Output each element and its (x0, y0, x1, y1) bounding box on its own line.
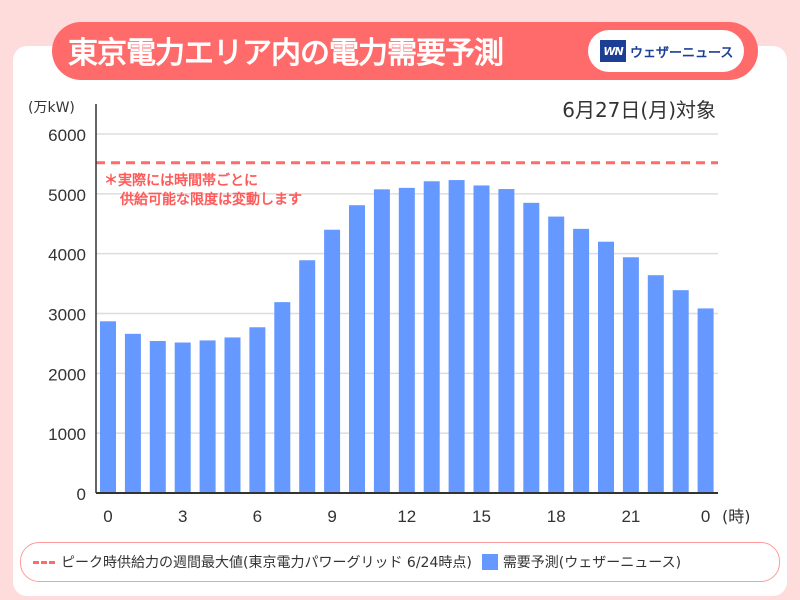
y-tick-label: 2000 (48, 365, 86, 384)
legend-demand-label: 需要予測(ウェザーニュース) (502, 555, 682, 571)
legend-bar-swatch-icon (481, 554, 498, 570)
x-tick-label: 0 (103, 507, 112, 526)
bar (199, 340, 216, 493)
bar (299, 260, 316, 493)
y-tick-label: 1000 (48, 425, 86, 444)
x-tick-label: 18 (547, 507, 566, 526)
y-axis-unit: (万kW) (28, 100, 75, 116)
bar (274, 302, 291, 493)
x-tick-label: 3 (178, 507, 187, 526)
x-axis-unit: (時) (722, 507, 751, 526)
bar (249, 327, 266, 493)
legend: ピーク時供給力の週間最大値(東京電力パワーグリッド 6/24時点) 需要予測(ウ… (20, 542, 780, 582)
bar (100, 321, 116, 493)
y-tick-label: 3000 (48, 306, 86, 325)
weathernews-logo: WN ウェザーニュース (588, 30, 744, 72)
bar (423, 181, 440, 494)
bar (697, 308, 714, 493)
x-tick-label: 15 (472, 507, 491, 526)
bar (622, 257, 639, 493)
bar (598, 241, 614, 493)
y-tick-label: 0 (77, 485, 86, 504)
bar (324, 229, 341, 493)
date-label: 6月27日(月)対象 (562, 98, 716, 122)
bar (523, 202, 540, 493)
y-tick-label: 5000 (48, 186, 86, 205)
y-tick-label: 6000 (48, 126, 86, 145)
x-tick-label: 9 (327, 507, 336, 526)
bar (672, 290, 689, 493)
note-line-2: 供給可能な限度は変動します (120, 192, 302, 208)
legend-dashed-line-icon (33, 560, 55, 564)
bar (548, 216, 565, 493)
x-tick-label: 21 (621, 507, 640, 526)
supply-note: ＊実際には時間帯ごとに 供給可能な限度は変動します (104, 172, 302, 210)
bar (149, 341, 166, 493)
bar (174, 342, 191, 493)
logo-text: ウェザーニュース (630, 45, 734, 61)
logo-mark-icon: WN (600, 40, 626, 62)
bar (124, 333, 141, 493)
page-title: 東京電力エリア内の電力需要予測 (68, 36, 504, 71)
y-tick-label: 4000 (48, 246, 86, 265)
legend-supply-label: ピーク時供給力の週間最大値(東京電力パワーグリッド 6/24時点) (61, 555, 472, 571)
bar (498, 189, 515, 493)
bar (349, 205, 365, 493)
x-tick-label: 0 (701, 507, 710, 526)
bar (647, 275, 664, 493)
x-tick-label: 6 (253, 507, 262, 526)
bar (373, 189, 390, 494)
bar (398, 187, 415, 493)
bar (224, 337, 241, 493)
note-line-1: ＊実際には時間帯ごとに (104, 173, 258, 189)
bar (448, 180, 465, 494)
bar (573, 228, 590, 494)
x-tick-label: 12 (397, 507, 416, 526)
bar (473, 185, 490, 493)
